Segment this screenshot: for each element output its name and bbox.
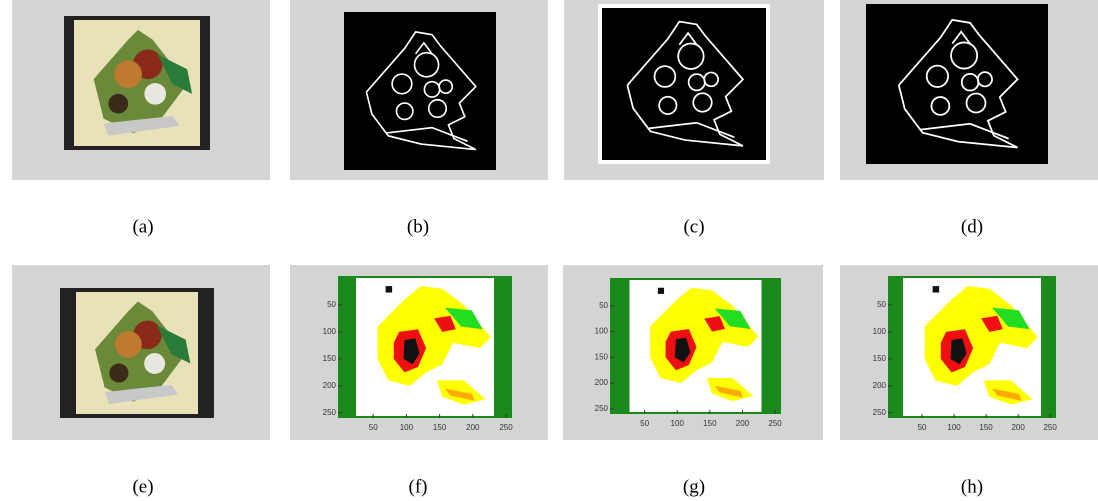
x-tick-label: 50 [640, 419, 649, 428]
x-tick-label: 50 [918, 423, 927, 432]
y-tick-label: 50 [877, 300, 886, 309]
y-tick-label: 200 [595, 378, 609, 387]
x-tick-label: 200 [736, 419, 750, 428]
x-tick-label: 200 [466, 423, 480, 432]
panel-label: (f) [409, 476, 428, 497]
image [76, 292, 198, 414]
image [74, 20, 200, 146]
panel-label: (e) [132, 476, 153, 497]
x-tick-label: 150 [433, 423, 447, 432]
y-tick-label: 150 [595, 352, 609, 361]
x-tick-label: 100 [947, 423, 961, 432]
frame [602, 8, 766, 160]
segmentation-image [630, 280, 762, 412]
y-tick-label: 50 [599, 301, 608, 310]
panel-label: (a) [132, 216, 153, 237]
y-tick-label: 250 [595, 404, 609, 413]
y-tick-label: 100 [873, 327, 887, 336]
panel-label: (d) [961, 216, 983, 237]
y-tick-label: 250 [873, 408, 887, 417]
x-tick-label: 150 [703, 419, 717, 428]
frame [866, 4, 1048, 164]
panel-label: (c) [683, 216, 704, 237]
y-tick-label: 150 [323, 354, 337, 363]
y-tick-label: 50 [327, 300, 336, 309]
y-tick-label: 100 [595, 327, 609, 336]
y-tick-label: 200 [873, 381, 887, 390]
panel-label: (g) [683, 476, 705, 497]
figure: 50 100 150 200 250 50 100 150 200 250 50 100 150 200 2… [0, 0, 1098, 501]
y-tick-label: 150 [873, 354, 887, 363]
panel-label: (b) [407, 216, 429, 237]
x-tick-label: 250 [1043, 423, 1057, 432]
segmentation-image [903, 278, 1041, 416]
x-tick-label: 50 [369, 423, 378, 432]
segmentation-image [356, 278, 494, 416]
x-tick-label: 100 [671, 419, 685, 428]
x-tick-label: 250 [499, 423, 513, 432]
y-tick-label: 250 [323, 408, 337, 417]
x-tick-label: 150 [979, 423, 993, 432]
x-tick-label: 200 [1011, 423, 1025, 432]
panel-label: (h) [961, 476, 983, 497]
y-tick-label: 200 [323, 381, 337, 390]
x-tick-label: 100 [400, 423, 414, 432]
x-tick-label: 250 [768, 419, 782, 428]
y-tick-label: 100 [323, 327, 337, 336]
